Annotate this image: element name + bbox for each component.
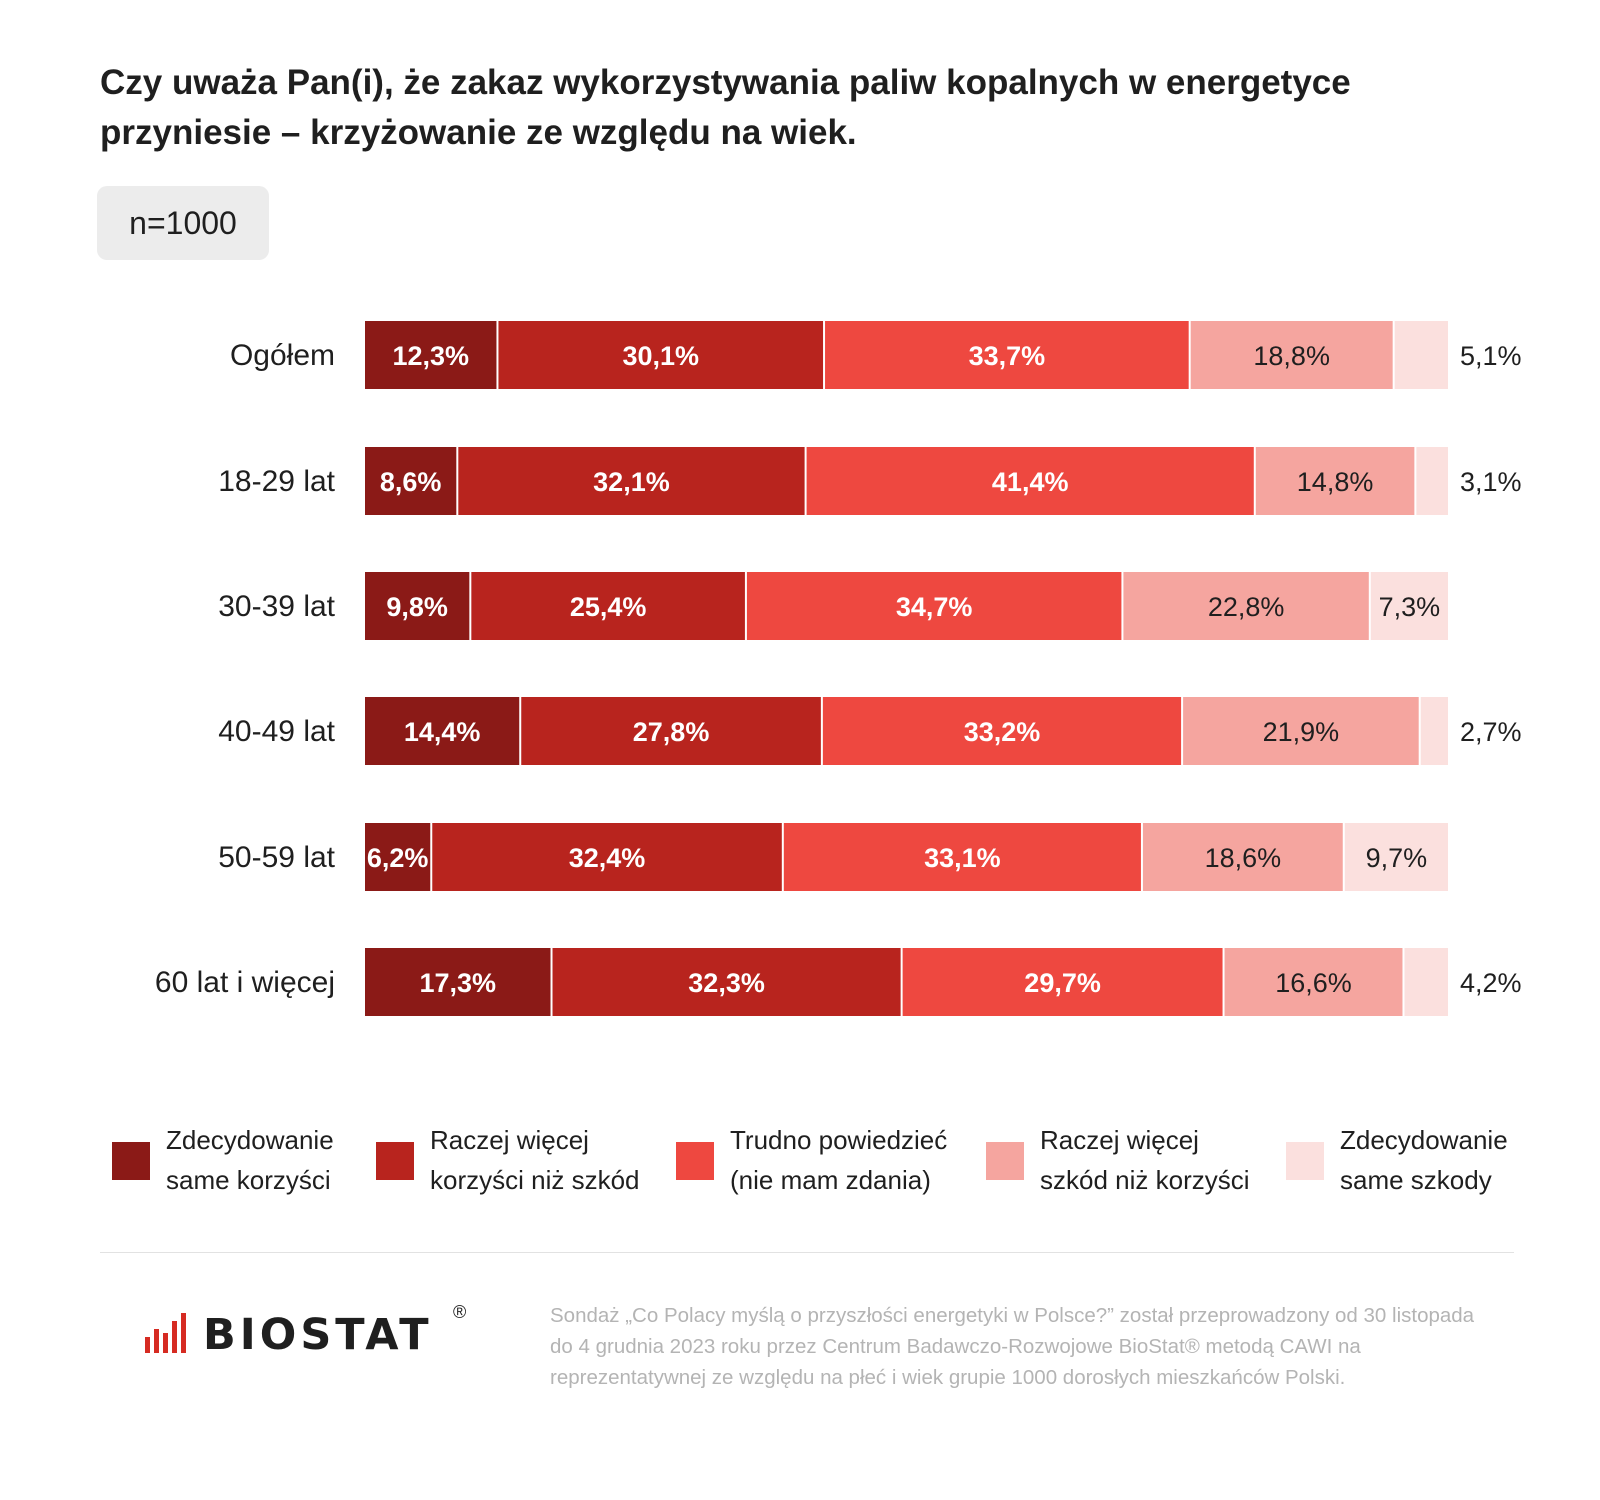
- bar-segment-50-59-lat-raczej-wiecej-szkod-niz-korzysci: [1142, 823, 1343, 891]
- data-label-30-39-lat-zdecydowanie-same-szkody: 7,3%: [1379, 592, 1441, 622]
- legend-label: Trudno powiedzieć (nie mam zdania): [730, 1125, 948, 1195]
- data-label-40-49-lat-trudno-powiedziec-nie-mam-zdania: 33,2%: [964, 717, 1041, 747]
- chart-title-line-1: Czy uważa Pan(i), że zakaz wykorzystywan…: [100, 63, 1351, 102]
- data-label-18-29-lat-zdecydowanie-same-szkody: 3,1%: [1460, 467, 1522, 497]
- bar-segment-18-29-lat-raczej-wiecej-korzysci-niz-szkod: [458, 447, 805, 515]
- bar-segment-18-29-lat-zdecydowanie-same-szkody: [1416, 447, 1448, 515]
- category-label-60-lat-i-wiecej: 60 lat i więcej: [155, 966, 335, 999]
- bar-segment-60-lat-i-wiecej-zdecydowanie-same-szkody: [1404, 948, 1448, 1016]
- bar-segment-40-49-lat-raczej-wiecej-szkod-niz-korzysci: [1183, 697, 1419, 765]
- data-label-60-lat-i-wiecej-zdecydowanie-same-korzysci: 17,3%: [419, 968, 496, 998]
- legend-swatch: [112, 1142, 150, 1180]
- bar-segment-50-59-lat-zdecydowanie-same-szkody: [1344, 823, 1448, 891]
- stacked-bar-chart: Ogółem 12,3% 30,1% 33,7% 18,8% 5,1% 18-29 lat 8…: [155, 321, 1522, 1016]
- category-label-30-39-lat: 30-39 lat: [218, 590, 335, 623]
- bar-segment-50-59-lat-raczej-wiecej-korzysci-niz-szkod: [432, 823, 782, 891]
- data-label-30-39-lat-trudno-powiedziec-nie-mam-zdania: 34,7%: [896, 592, 973, 622]
- data-label-40-49-lat-zdecydowanie-same-korzysci: 14,4%: [404, 717, 481, 747]
- bar-segment-50-59-lat-zdecydowanie-same-korzysci: [365, 823, 431, 891]
- chart-legend: Zdecydowanie same korzyści Raczej więcej k…: [112, 1120, 1512, 1210]
- registered-mark: ®: [453, 1302, 467, 1322]
- bar-segment-30-39-lat-raczej-wiecej-szkod-niz-korzysci: [1123, 572, 1369, 640]
- category-label-18-29-lat: 18-29 lat: [218, 465, 335, 498]
- data-label-60-lat-i-wiecej-trudno-powiedziec-nie-mam-zdania: 29,7%: [1024, 968, 1101, 998]
- data-label-30-39-lat-raczej-wiecej-szkod-niz-korzysci: 22,8%: [1208, 592, 1285, 622]
- legend-label: Zdecydowanie same korzyści: [166, 1125, 334, 1195]
- bar-segment-ogolem-raczej-wiecej-korzysci-niz-szkod: [498, 321, 824, 389]
- bar-segment-60-lat-i-wiecej-zdecydowanie-same-korzysci: [365, 948, 551, 1016]
- bar-segment-ogolem-raczej-wiecej-szkod-niz-korzysci: [1190, 321, 1393, 389]
- data-label-ogolem-raczej-wiecej-korzysci-niz-szkod: 30,1%: [622, 341, 699, 371]
- biostat-logo-text: BIOSTAT: [203, 1310, 433, 1360]
- data-label-30-39-lat-zdecydowanie-same-korzysci: 9,8%: [386, 592, 448, 622]
- legend-swatch: [376, 1142, 414, 1180]
- bar-segment-40-49-lat-raczej-wiecej-korzysci-niz-szkod: [521, 697, 821, 765]
- data-label-60-lat-i-wiecej-raczej-wiecej-szkod-niz-korzysci: 16,6%: [1275, 968, 1352, 998]
- category-label-50-59-lat: 50-59 lat: [218, 841, 335, 874]
- bar-segment-60-lat-i-wiecej-trudno-powiedziec-nie-mam-zdania: [902, 948, 1223, 1016]
- biostat-logo: BIOSTAT ®: [145, 1302, 485, 1368]
- bar-segment-40-49-lat-zdecydowanie-same-szkody: [1420, 697, 1448, 765]
- legend-swatch: [986, 1142, 1024, 1180]
- bar-segment-18-29-lat-zdecydowanie-same-korzysci: [365, 447, 457, 515]
- category-label-ogolem: Ogółem: [230, 339, 335, 372]
- biostat-logo-bars-icon: [145, 1313, 186, 1353]
- data-label-ogolem-zdecydowanie-same-korzysci: 12,3%: [392, 341, 469, 371]
- data-label-60-lat-i-wiecej-zdecydowanie-same-szkody: 4,2%: [1460, 968, 1522, 998]
- category-label-40-49-lat: 40-49 lat: [218, 715, 335, 748]
- data-label-40-49-lat-raczej-wiecej-szkod-niz-korzysci: 21,9%: [1263, 717, 1340, 747]
- data-label-50-59-lat-zdecydowanie-same-szkody: 9,7%: [1366, 843, 1428, 873]
- bar-segment-ogolem-trudno-powiedziec-nie-mam-zdania: [825, 321, 1189, 389]
- legend-label: Raczej więcej korzyści niż szkód: [430, 1125, 640, 1195]
- bar-segment-ogolem-zdecydowanie-same-korzysci: [365, 321, 497, 389]
- data-label-50-59-lat-raczej-wiecej-szkod-niz-korzysci: 18,6%: [1205, 843, 1282, 873]
- legend-swatch: [1286, 1142, 1324, 1180]
- footnote-line-3: reprezentatywnej ze względu na płeć i wi…: [550, 1366, 1346, 1389]
- data-label-18-29-lat-trudno-powiedziec-nie-mam-zdania: 41,4%: [992, 467, 1069, 497]
- legend-label: Raczej więcej szkód niż korzyści: [1040, 1125, 1250, 1195]
- sample-size-badge: n=1000: [97, 186, 269, 260]
- data-label-50-59-lat-raczej-wiecej-korzysci-niz-szkod: 32,4%: [569, 843, 646, 873]
- footnote-line-1: Sondaż „Co Polacy myślą o przyszłości en…: [550, 1304, 1475, 1327]
- data-label-ogolem-trudno-powiedziec-nie-mam-zdania: 33,7%: [969, 341, 1046, 371]
- bar-segment-30-39-lat-zdecydowanie-same-korzysci: [365, 572, 470, 640]
- bar-segment-60-lat-i-wiecej-raczej-wiecej-szkod-niz-korzysci: [1224, 948, 1403, 1016]
- data-label-18-29-lat-raczej-wiecej-korzysci-niz-szkod: 32,1%: [593, 467, 670, 497]
- data-label-ogolem-zdecydowanie-same-szkody: 5,1%: [1460, 341, 1522, 371]
- data-label-18-29-lat-raczej-wiecej-szkod-niz-korzysci: 14,8%: [1297, 467, 1374, 497]
- bar-segment-60-lat-i-wiecej-raczej-wiecej-korzysci-niz-szkod: [552, 948, 901, 1016]
- bar-segment-30-39-lat-raczej-wiecej-korzysci-niz-szkod: [471, 572, 745, 640]
- bar-segment-30-39-lat-trudno-powiedziec-nie-mam-zdania: [746, 572, 1122, 640]
- chart-title-line-2: przyniesie – krzyżowanie ze względu na w…: [100, 113, 857, 152]
- data-label-60-lat-i-wiecej-raczej-wiecej-korzysci-niz-szkod: 32,3%: [688, 968, 765, 998]
- legend-label: Zdecydowanie same szkody: [1340, 1125, 1508, 1195]
- data-label-50-59-lat-trudno-powiedziec-nie-mam-zdania: 33,1%: [924, 843, 1001, 873]
- bar-segment-18-29-lat-raczej-wiecej-szkod-niz-korzysci: [1255, 447, 1415, 515]
- survey-footnote: Sondaż „Co Polacy myślą o przyszłości en…: [550, 1300, 1520, 1393]
- data-label-40-49-lat-zdecydowanie-same-szkody: 2,7%: [1460, 717, 1522, 747]
- footnote-line-2: do 4 grudnia 2023 roku przez Centrum Bad…: [550, 1335, 1361, 1358]
- bar-segment-40-49-lat-trudno-powiedziec-nie-mam-zdania: [822, 697, 1182, 765]
- data-label-30-39-lat-raczej-wiecej-korzysci-niz-szkod: 25,4%: [570, 592, 647, 622]
- chart-title: Czy uważa Pan(i), że zakaz wykorzystywan…: [100, 58, 1520, 158]
- data-label-50-59-lat-zdecydowanie-same-korzysci: 6,2%: [367, 843, 429, 873]
- bar-segment-18-29-lat-trudno-powiedziec-nie-mam-zdania: [806, 447, 1254, 515]
- footer-divider: [100, 1252, 1514, 1253]
- legend-swatch: [676, 1142, 714, 1180]
- bar-segment-30-39-lat-zdecydowanie-same-szkody: [1370, 572, 1448, 640]
- bar-segment-40-49-lat-zdecydowanie-same-korzysci: [365, 697, 520, 765]
- data-label-18-29-lat-zdecydowanie-same-korzysci: 8,6%: [380, 467, 442, 497]
- data-label-40-49-lat-raczej-wiecej-korzysci-niz-szkod: 27,8%: [633, 717, 710, 747]
- bar-segment-50-59-lat-trudno-powiedziec-nie-mam-zdania: [783, 823, 1141, 891]
- data-label-ogolem-raczej-wiecej-szkod-niz-korzysci: 18,8%: [1253, 341, 1330, 371]
- bar-segment-ogolem-zdecydowanie-same-szkody: [1394, 321, 1448, 389]
